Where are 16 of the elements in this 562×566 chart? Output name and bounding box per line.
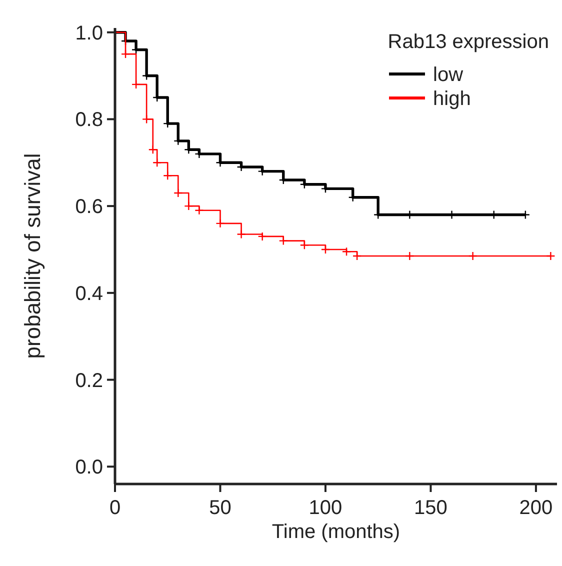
legend-label: high — [433, 88, 471, 110]
x-tick-label: 0 — [109, 497, 121, 519]
y-tick-label: 0.4 — [75, 282, 103, 305]
y-tick-label: 0.6 — [75, 196, 103, 218]
y-tick-label: 1.0 — [75, 22, 103, 44]
legend-label: low — [433, 64, 464, 86]
x-tick-label: 200 — [519, 497, 553, 519]
x-tick-label: 100 — [308, 497, 342, 519]
legend-title: Rab13 expression — [388, 31, 549, 53]
x-tick-label: 150 — [414, 497, 448, 519]
y-tick-label: 0.8 — [75, 109, 103, 132]
y-tick-label: 0.0 — [75, 456, 103, 479]
x-axis-title: Time (months) — [272, 521, 400, 543]
x-tick-label: 50 — [209, 497, 232, 519]
y-tick-label: 0.2 — [75, 370, 103, 392]
y-axis-title: probability of survival — [20, 153, 45, 359]
